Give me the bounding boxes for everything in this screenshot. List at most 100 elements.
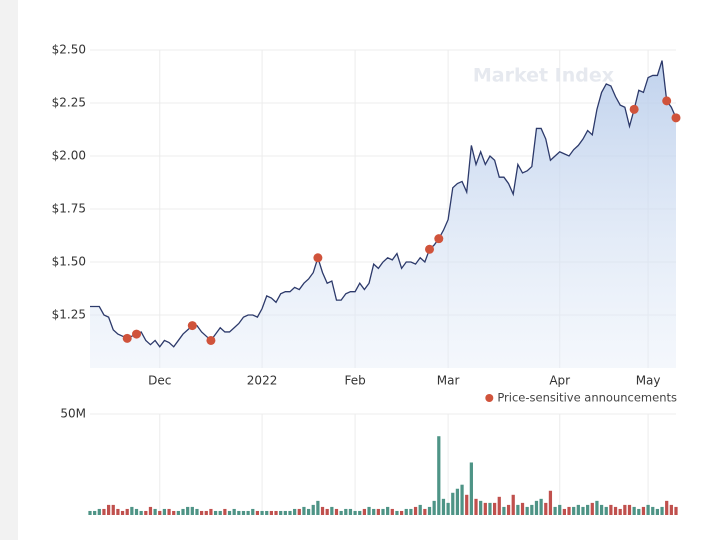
announcement-dot	[671, 113, 681, 123]
volume-bar	[660, 506, 664, 515]
volume-bar	[669, 504, 673, 515]
volume-bar	[241, 510, 246, 515]
volume-bar	[562, 508, 566, 515]
volume-bar	[474, 498, 478, 515]
volume-bar	[437, 436, 441, 515]
volume-bar	[311, 504, 315, 515]
volume-bar	[190, 506, 194, 515]
announcement-dot	[434, 234, 444, 244]
volume-bar	[530, 504, 534, 515]
announcement-dot	[662, 96, 672, 106]
volume-bar	[483, 502, 487, 515]
volume-bar	[618, 508, 622, 515]
volume-bar	[195, 508, 199, 515]
volume-bar	[325, 508, 329, 515]
y-tick-label: $1.50	[52, 255, 86, 269]
y-tick-label: $1.75	[52, 202, 86, 216]
volume-bar	[488, 502, 492, 515]
volume-bar	[446, 502, 450, 515]
volume-bar	[576, 504, 580, 515]
legend-dot	[485, 394, 494, 402]
volume-bar	[358, 510, 362, 515]
volume-bar	[153, 508, 157, 515]
announcement-dot	[425, 244, 435, 254]
volume-bar	[209, 508, 213, 515]
volume-bar	[493, 502, 497, 515]
x-tick-label: Apr	[549, 374, 570, 388]
volume-bar	[339, 510, 343, 515]
volume-bar	[511, 494, 515, 515]
volume-bar	[181, 508, 185, 515]
volume-bar	[293, 508, 297, 515]
volume-bar	[381, 508, 385, 515]
volume-bar	[120, 510, 125, 515]
volume-bar	[651, 506, 655, 515]
price-line	[90, 60, 677, 348]
volume-bar	[646, 504, 650, 515]
volume-bar	[632, 506, 636, 515]
volume-bar	[246, 510, 250, 515]
volume-bar	[506, 504, 511, 515]
price-area	[90, 60, 676, 368]
volume-bar	[316, 500, 320, 515]
volume-bar	[655, 508, 660, 515]
volume-bar	[302, 506, 306, 515]
volume-bar	[106, 504, 111, 515]
announcement-dot	[313, 253, 323, 263]
x-tick-label: Feb	[344, 374, 365, 388]
volume-bar	[465, 494, 469, 515]
volume-bar	[553, 506, 557, 515]
volume-bar	[623, 504, 627, 515]
volume-bar	[637, 508, 641, 515]
volume-bar	[665, 500, 669, 515]
volume-bar	[306, 508, 311, 515]
volume-bar	[497, 496, 501, 515]
y-tick-label: $2.00	[52, 149, 86, 163]
volume-bar	[516, 504, 520, 515]
announcement-dot	[187, 321, 197, 331]
volume-bar	[148, 506, 153, 515]
volume-bar	[404, 508, 408, 515]
volume-bar	[609, 504, 613, 515]
volume-bar	[320, 506, 325, 515]
volume-bar	[390, 508, 394, 515]
volume-bar	[502, 506, 506, 515]
volume-bar	[525, 506, 529, 515]
volume-bar	[348, 508, 353, 515]
volume-bar	[395, 510, 399, 515]
volume-bar	[237, 510, 241, 515]
volume-bar	[520, 502, 525, 515]
volume-bar	[204, 510, 208, 515]
announcement-dot	[629, 104, 639, 114]
volume-bar	[344, 508, 348, 515]
volume-bar	[88, 510, 92, 515]
volume-bar	[451, 492, 455, 515]
volume-bar	[376, 508, 380, 515]
volume-bar	[279, 510, 283, 515]
volume-bar	[251, 508, 255, 515]
x-tick-label: May	[636, 374, 661, 388]
volume-bar	[581, 506, 585, 515]
volume-bar	[674, 506, 678, 515]
volume-bar	[413, 506, 418, 515]
side-strip	[0, 0, 18, 540]
volume-bar	[330, 506, 334, 515]
volume-bar	[479, 500, 483, 515]
volume-bar	[93, 510, 97, 515]
volume-bar	[232, 508, 236, 515]
volume-bar	[590, 502, 594, 515]
volume-bar	[186, 506, 190, 515]
volume-bar	[353, 510, 357, 515]
plots: Dec 2022 Feb Mar Apr May $1.25 $1.50 $1.75 $2.00 $…	[52, 43, 681, 515]
volume-bar	[125, 508, 129, 515]
volume-bar	[167, 508, 171, 515]
volume-bar	[144, 510, 148, 515]
volume-bar	[460, 484, 464, 515]
volume-bar	[260, 510, 264, 515]
volume-bar	[274, 510, 278, 515]
announcement-dot	[206, 335, 216, 345]
volume-bar	[427, 506, 432, 515]
volume-bar	[362, 508, 367, 515]
